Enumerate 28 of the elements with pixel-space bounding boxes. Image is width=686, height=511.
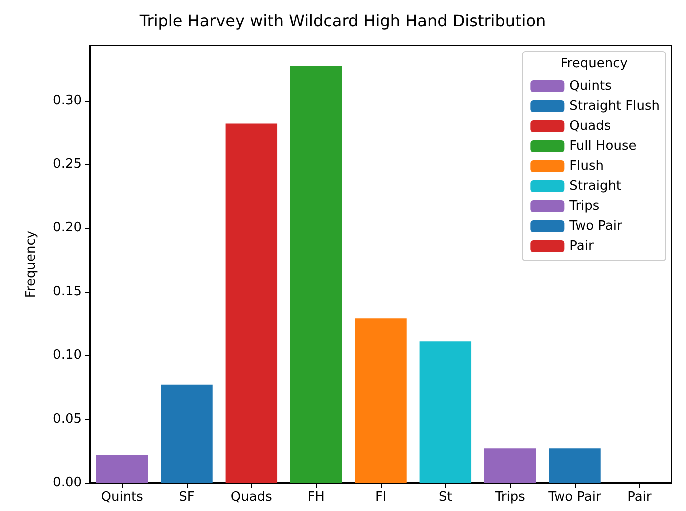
legend-label: Quads (570, 119, 612, 134)
y-tick-label: 0.00 (53, 476, 82, 490)
x-tick-label: Fl (375, 490, 387, 505)
legend-label: Trips (568, 199, 600, 214)
legend-label: Flush (570, 159, 604, 174)
legend-label: Straight Flush (570, 99, 660, 114)
x-tick-label: Trips (494, 490, 526, 505)
legend-label: Full House (570, 139, 637, 154)
legend-label: Straight (570, 179, 622, 194)
x-tick-label: Quints (101, 490, 144, 505)
x-tick-label: St (438, 490, 452, 505)
legend-label: Quints (570, 79, 612, 94)
legend-label: Pair (570, 239, 594, 254)
y-tick-label: 0.20 (53, 220, 82, 236)
x-tick-label: SF (179, 490, 195, 505)
y-tick-label: 0.30 (53, 93, 82, 108)
y-tick-label: 0.15 (53, 284, 82, 300)
x-tick-label: Two Pair (548, 490, 602, 505)
legend-title: Frequency (560, 56, 628, 72)
x-tick-label: Pair (628, 490, 652, 505)
x-tick-label: Quads (230, 490, 273, 505)
chart-title: Triple Harvey with Wildcard High Hand Distribution (138, 12, 546, 30)
y-axis-title: Frequency (24, 230, 39, 298)
y-tick-label: 0.10 (53, 348, 82, 364)
x-tick-label: FH (308, 490, 325, 505)
y-tick-label: 0.05 (53, 412, 82, 427)
y-tick-label: 0.25 (53, 156, 82, 172)
legend-label: Two Pair (568, 219, 624, 234)
